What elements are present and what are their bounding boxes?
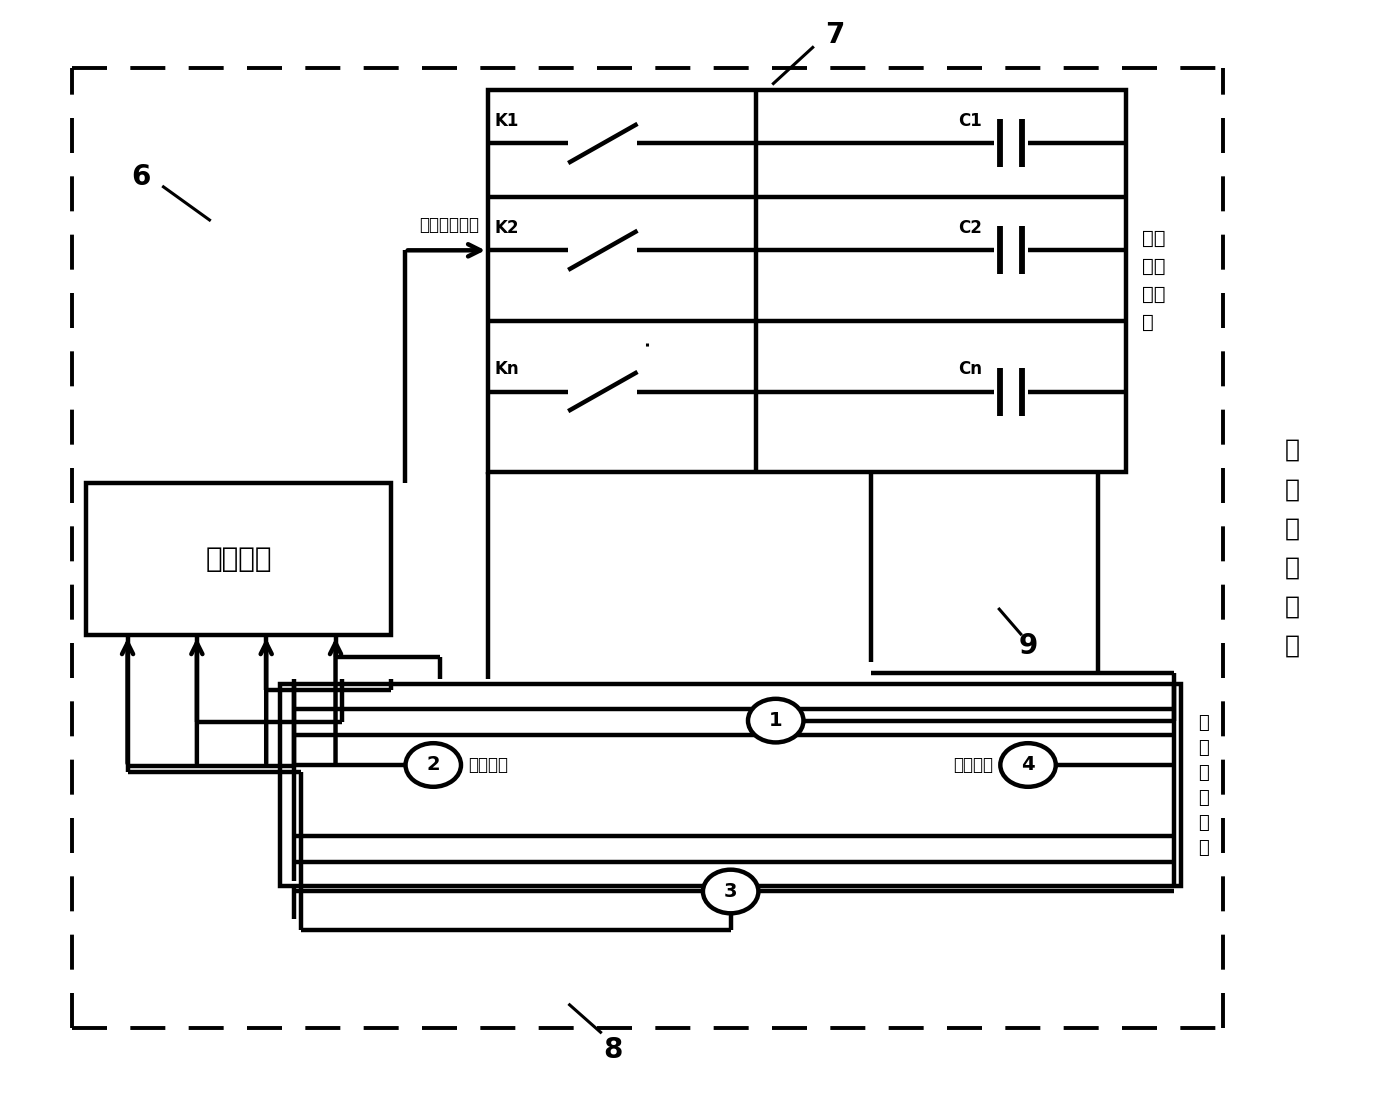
Text: 1: 1 [768,711,782,730]
Text: Kn: Kn [496,361,519,378]
Text: 开关调节信号: 开关调节信号 [419,216,479,233]
Text: 磁场探头: 磁场探头 [468,756,508,774]
Text: 9: 9 [1019,632,1038,660]
Circle shape [1001,743,1055,787]
Text: 3: 3 [724,882,738,901]
Text: 2: 2 [426,755,440,775]
Bar [86,482,391,636]
Circle shape [703,870,759,913]
Circle shape [748,699,803,742]
Text: 微处理器: 微处理器 [205,545,271,573]
Circle shape [405,743,461,787]
Text: 4: 4 [1022,755,1034,775]
Bar [280,684,1182,886]
Text: 磁场探头: 磁场探头 [954,756,994,774]
Text: K2: K2 [496,219,519,237]
Text: C2: C2 [958,219,983,237]
Text: K1: K1 [496,113,519,130]
Bar [489,90,1126,471]
Text: 7: 7 [825,22,845,49]
Text: Cn: Cn [958,361,983,378]
Text: 漏
磁
场
屏
蔽
器: 漏 磁 场 屏 蔽 器 [1285,438,1300,658]
Text: C1: C1 [958,113,983,130]
Text: 8: 8 [603,1036,622,1063]
Text: 6: 6 [132,163,152,191]
Text: 屏蔽
效果
调节
器: 屏蔽 效果 调节 器 [1143,229,1166,332]
Text: 无
源
屏
蔽
线
圈: 无 源 屏 蔽 线 圈 [1199,713,1208,857]
